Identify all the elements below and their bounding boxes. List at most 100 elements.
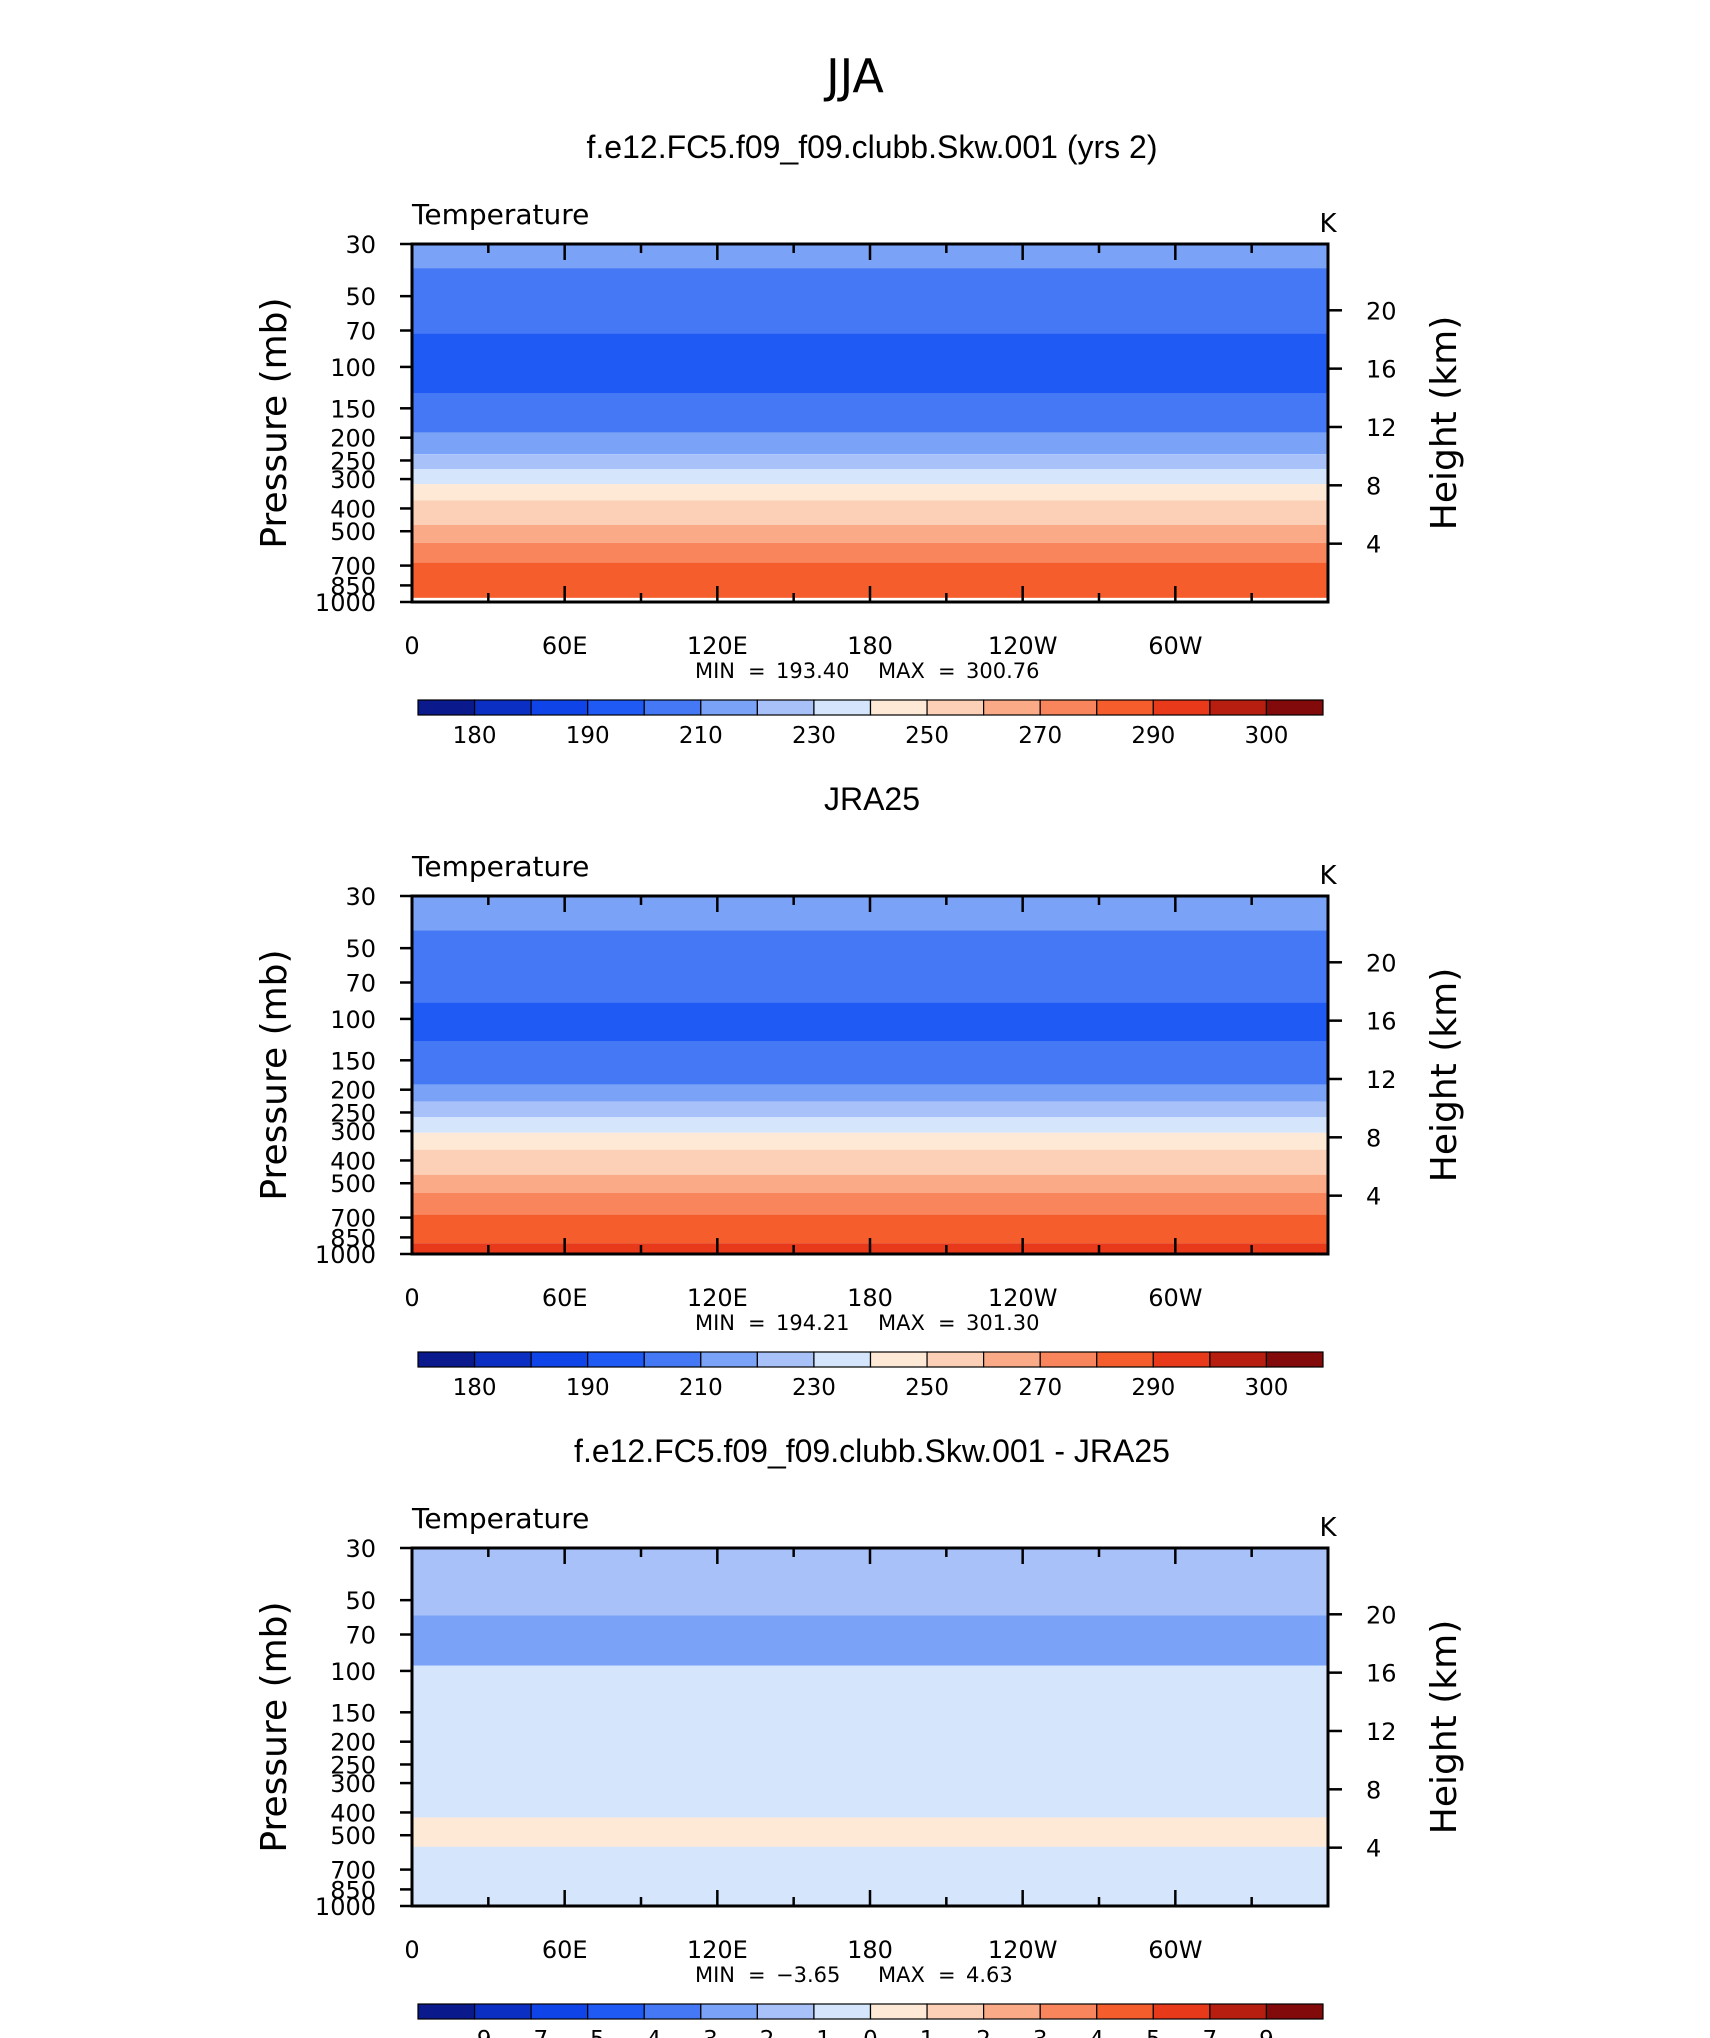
max-label: MAX [878, 1963, 925, 1987]
y-tick-label: 100 [330, 1658, 376, 1686]
y-right-axis-label: Height (km) [1424, 968, 1465, 1182]
y-right-tick-label: 8 [1366, 1124, 1381, 1152]
x-tick-label: 120E [687, 1936, 748, 1964]
colorbar-box [1039, 699, 1098, 716]
colorbar-box [530, 2003, 589, 2020]
contour-band [412, 484, 1328, 501]
y-tick-label: 850 [330, 1876, 376, 1904]
y-tick-label: 1000 [315, 1241, 376, 1269]
x-tick-label: 180 [847, 1284, 893, 1312]
colorbar-box [643, 699, 702, 716]
colorbar-box [643, 1351, 702, 1368]
colorbar-label: 210 [679, 723, 723, 749]
figure-title: JJA [823, 49, 884, 103]
y-tick-label: 500 [330, 1822, 376, 1850]
contour-band [412, 500, 1328, 525]
x-tick-label: 60E [542, 1936, 588, 1964]
colorbar-box [813, 2003, 872, 2020]
colorbar-label: 0 [863, 2027, 878, 2038]
y-axis-label: Pressure (mb) [254, 1601, 295, 1852]
y-axis-label: Pressure (mb) [254, 297, 295, 548]
colorbar-box [1209, 2003, 1268, 2020]
y-tick-label: 70 [345, 318, 376, 346]
y-tick-label: 500 [330, 518, 376, 546]
colorbar-box [1096, 1351, 1154, 1368]
y-tick-label: 50 [345, 935, 376, 963]
x-tick-label: 0 [404, 1284, 419, 1312]
colorbar-box [869, 2003, 928, 2020]
colorbar-box [1096, 2003, 1154, 2020]
min-label: MIN [695, 1963, 735, 1987]
y-tick-label: 200 [330, 1729, 376, 1757]
x-tick-label: 60W [1148, 632, 1202, 660]
contour-band [412, 1084, 1328, 1102]
equals-sign: = [938, 659, 956, 683]
colorbar-box [587, 2003, 645, 2020]
contour-band [412, 1002, 1328, 1042]
colorbar-box [813, 699, 872, 716]
units-label: K [1319, 209, 1337, 239]
panel-3: f.e12.FC5.f09_f09.clubb.Skw.001 - JRA25 T… [254, 1433, 1465, 2038]
colorbar-box [643, 2003, 702, 2020]
colorbar-box [926, 699, 985, 716]
colorbar-box [926, 2003, 985, 2020]
colorbar-label: 270 [1018, 1375, 1062, 1401]
x-tick-label: 120W [988, 1936, 1058, 1964]
colorbar-label: 2 [976, 2027, 991, 2038]
y-tick-label: 400 [330, 495, 376, 523]
colorbar-label: 300 [1244, 1375, 1288, 1401]
colorbar-box [926, 1351, 985, 1368]
y-tick-label: 50 [345, 1587, 376, 1615]
x-tick-label: 0 [404, 1936, 419, 1964]
contour-band [412, 1117, 1328, 1133]
panel-title: f.e12.FC5.f09_f09.clubb.Skw.001 (yrs 2) [587, 129, 1158, 165]
y-tick-label: 250 [330, 447, 376, 475]
colorbar-box [1152, 2003, 1211, 2020]
y-tick-label: 100 [330, 1006, 376, 1034]
panel-title: f.e12.FC5.f09_f09.clubb.Skw.001 - JRA25 [574, 1433, 1170, 1469]
colorbar-box [869, 699, 928, 716]
equals-sign: = [748, 1311, 766, 1335]
y-right-tick-label: 4 [1366, 1835, 1381, 1863]
colorbar-label: −7 [514, 2027, 548, 2038]
colorbar-box [417, 2003, 476, 2020]
colorbar-label: 180 [453, 723, 497, 749]
contour-band [412, 1817, 1328, 1847]
y-tick-label: 200 [330, 1077, 376, 1105]
min-label: MIN [695, 659, 735, 683]
y-tick-label: 70 [345, 970, 376, 998]
colorbar-label: −9 [458, 2027, 492, 2038]
y-right-tick-label: 4 [1366, 531, 1381, 559]
min-value: −3.65 [776, 1963, 840, 1987]
y-right-tick-label: 12 [1366, 1066, 1397, 1094]
colorbar-box [473, 699, 532, 716]
y-axis-label: Pressure (mb) [254, 949, 295, 1200]
contour-band [412, 268, 1328, 334]
y-tick-label: 500 [330, 1170, 376, 1198]
x-tick-label: 120E [687, 1284, 748, 1312]
colorbar-box [1096, 699, 1154, 716]
colorbar-box [756, 1351, 815, 1368]
y-right-tick-label: 20 [1366, 297, 1397, 325]
equals-sign: = [748, 1963, 766, 1987]
x-tick-label: 0 [404, 632, 419, 660]
contour-band [412, 930, 1328, 1003]
colorbar-label: 180 [453, 1375, 497, 1401]
colorbar-label: 190 [566, 1375, 610, 1401]
colorbar-label: −1 [797, 2027, 831, 2038]
y-tick-label: 1000 [315, 589, 376, 617]
y-right-axis-label: Height (km) [1424, 1620, 1465, 1834]
max-value: 301.30 [966, 1311, 1039, 1335]
colorbar-label: 230 [792, 723, 836, 749]
colorbar-label: −4 [627, 2027, 661, 2038]
colorbar-label: 270 [1018, 723, 1062, 749]
x-tick-label: 180 [847, 1936, 893, 1964]
colorbar-box [1152, 1351, 1211, 1368]
colorbar-label: 300 [1244, 723, 1288, 749]
colorbar-box [1209, 1351, 1268, 1368]
colorbar-box [756, 2003, 815, 2020]
y-tick-label: 400 [330, 1147, 376, 1175]
colorbar-label: 7 [1203, 2027, 1218, 2038]
y-tick-label: 50 [345, 283, 376, 311]
y-tick-label: 400 [330, 1799, 376, 1827]
